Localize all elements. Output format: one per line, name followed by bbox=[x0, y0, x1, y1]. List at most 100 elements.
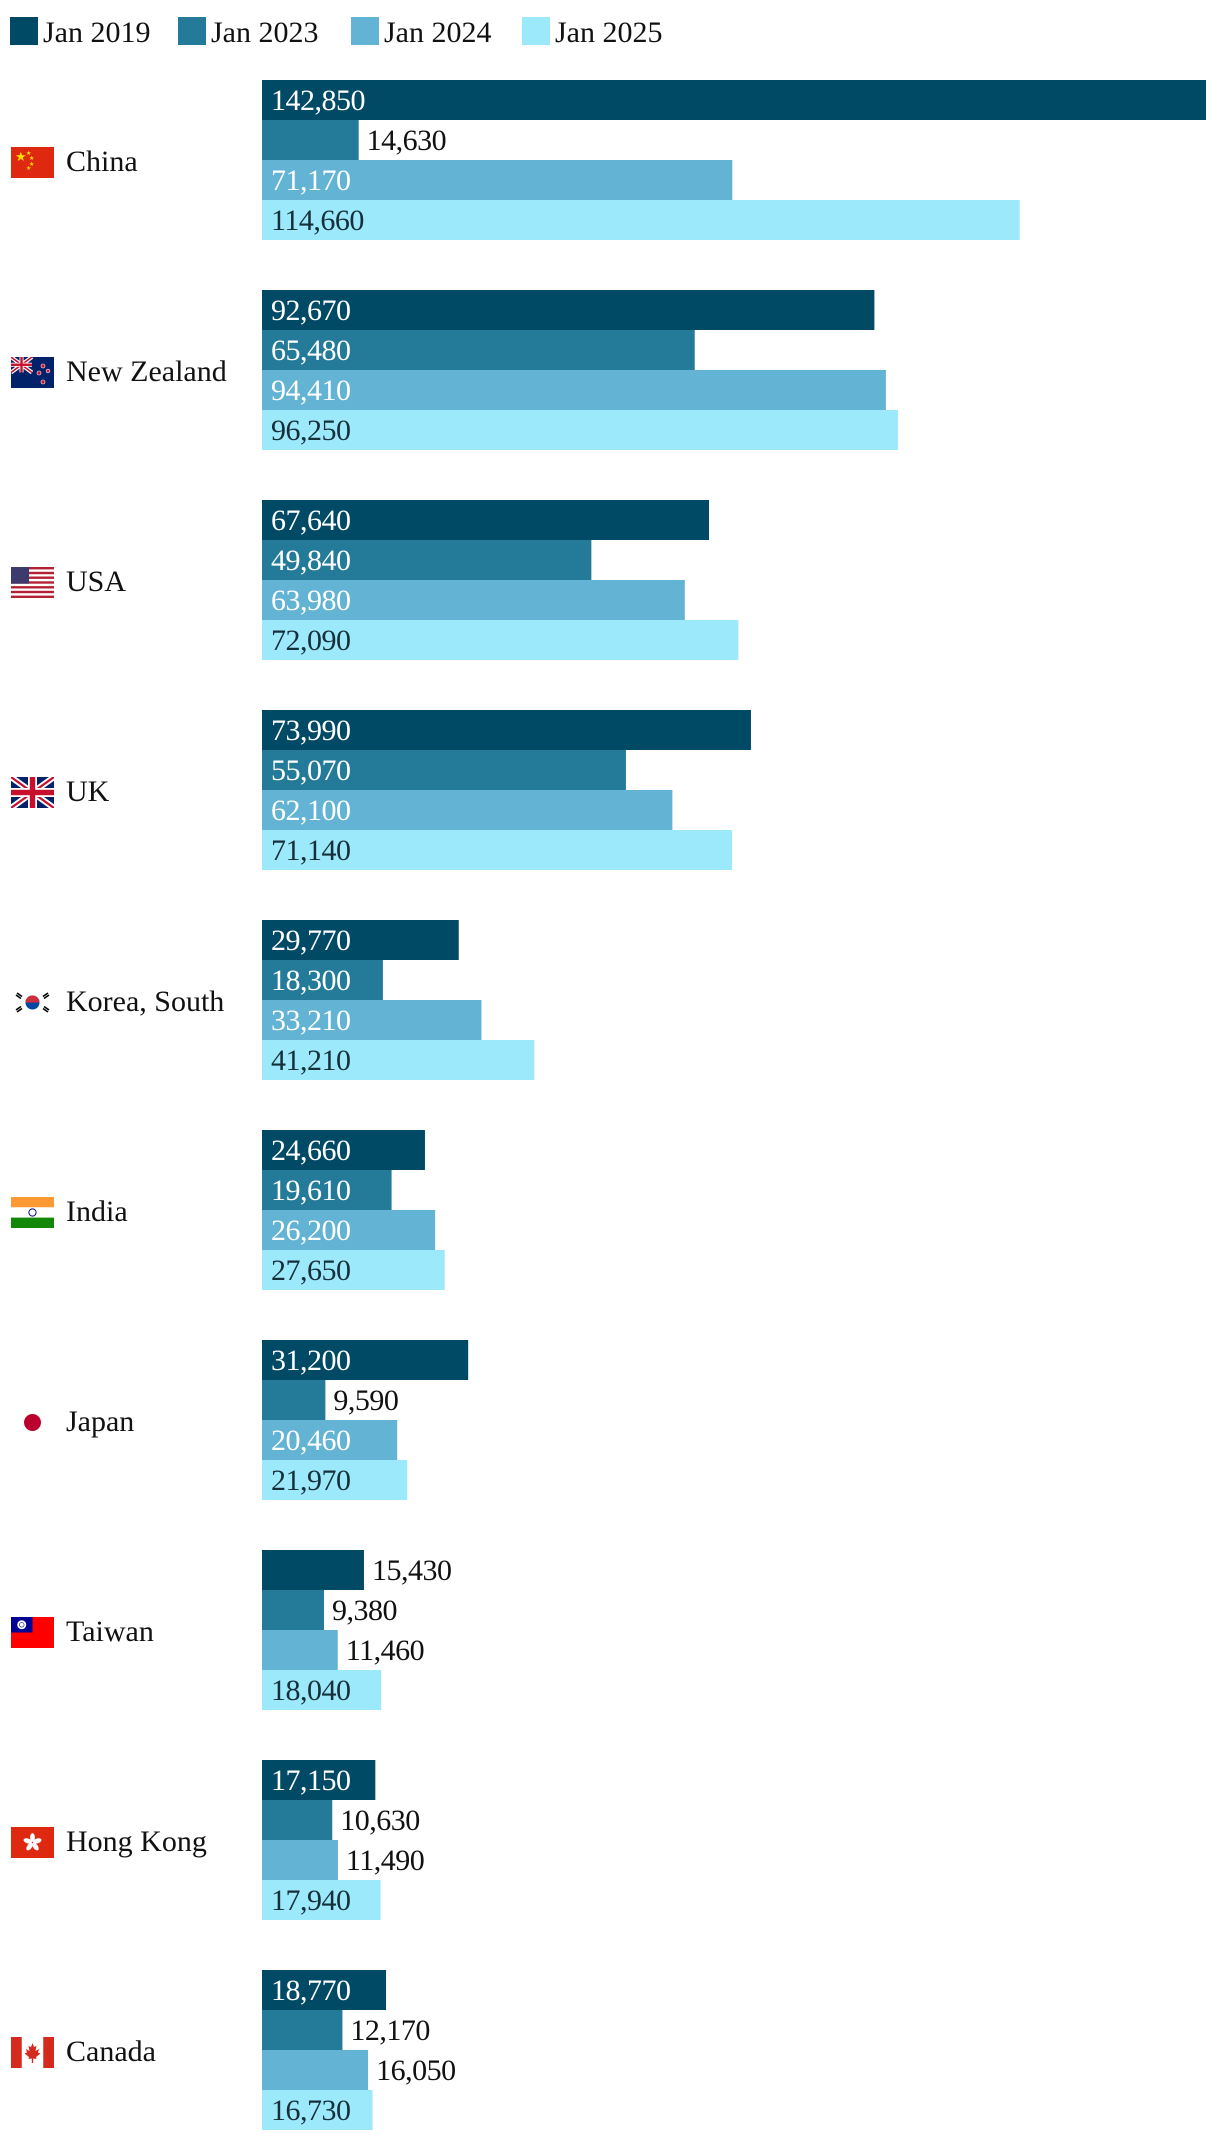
bar-uk-jan-2024 bbox=[262, 790, 673, 830]
bar-india-jan-2019 bbox=[262, 1130, 425, 1170]
bar-china-jan-2019 bbox=[262, 80, 1206, 120]
bar-korea-south-jan-2024 bbox=[262, 1000, 482, 1040]
bar-label-uk-jan-2019: 73,990 bbox=[271, 714, 351, 747]
category-group-uk: UK 73,990 55,070 62,100 71,140 bbox=[66, 710, 751, 870]
bar-usa-jan-2024 bbox=[262, 580, 685, 620]
bar-label-china-jan-2024: 71,170 bbox=[271, 164, 351, 197]
legend-label-jan-2024: Jan 2024 bbox=[384, 16, 492, 49]
hong-kong-flag-icon bbox=[11, 1827, 54, 1858]
bar-canada-jan-2025 bbox=[262, 2090, 373, 2130]
bar-usa-jan-2023 bbox=[262, 540, 592, 580]
usa-flag-icon bbox=[11, 567, 54, 598]
svg-text:★: ★ bbox=[26, 150, 31, 157]
bar-label-india-jan-2023: 19,610 bbox=[271, 1174, 351, 1207]
bar-india-jan-2023 bbox=[262, 1170, 392, 1210]
legend-label-jan-2025: Jan 2025 bbox=[555, 16, 663, 49]
bar-label-new-zealand-jan-2024: 94,410 bbox=[271, 374, 351, 407]
bar-label-japan-jan-2019: 31,200 bbox=[271, 1344, 351, 1377]
bar-uk-jan-2019 bbox=[262, 710, 751, 750]
bar-label-korea-south-jan-2019: 29,770 bbox=[271, 924, 351, 957]
bar-label-new-zealand-jan-2023: 65,480 bbox=[271, 334, 351, 367]
category-label-taiwan: Taiwan bbox=[66, 1615, 154, 1648]
legend-swatch-jan-2019 bbox=[10, 17, 38, 45]
bar-label-korea-south-jan-2023: 18,300 bbox=[271, 964, 351, 997]
bar-india-jan-2024 bbox=[262, 1210, 436, 1250]
svg-text:★: ★ bbox=[29, 155, 34, 162]
bar-label-canada-jan-2025: 16,730 bbox=[271, 2094, 351, 2127]
bar-china-jan-2025 bbox=[262, 200, 1020, 240]
bar-label-korea-south-jan-2025: 41,210 bbox=[271, 1044, 351, 1077]
bar-label-new-zealand-jan-2019: 92,670 bbox=[271, 294, 351, 327]
bar-label-japan-jan-2025: 21,970 bbox=[271, 1464, 351, 1497]
bar-hong-kong-jan-2023 bbox=[262, 1800, 333, 1840]
bar-label-uk-jan-2025: 71,140 bbox=[271, 834, 351, 867]
category-group-japan: Japan 31,200 9,590 20,460 21,970 bbox=[66, 1340, 469, 1500]
bar-label-usa-jan-2025: 72,090 bbox=[271, 624, 351, 657]
bar-japan-jan-2024 bbox=[262, 1420, 398, 1460]
chart-legend: Jan 2019 Jan 2023 Jan 2024 Jan 2025 bbox=[10, 16, 663, 49]
bar-label-canada-jan-2019: 18,770 bbox=[271, 1974, 351, 2007]
bar-taiwan-jan-2024 bbox=[262, 1630, 338, 1670]
bar-label-hong-kong-jan-2019: 17,150 bbox=[271, 1764, 351, 1797]
bar-label-korea-south-jan-2024: 33,210 bbox=[271, 1004, 351, 1037]
bar-label-canada-jan-2023: 12,170 bbox=[350, 2014, 430, 2047]
legend-label-jan-2023: Jan 2023 bbox=[211, 16, 319, 49]
legend-swatch-jan-2024 bbox=[351, 17, 379, 45]
bar-new-zealand-jan-2019 bbox=[262, 290, 875, 330]
category-group-new-zealand: New Zealand 92,670 65,480 94,410 96,250 bbox=[66, 290, 899, 450]
bar-label-hong-kong-jan-2024: 11,490 bbox=[346, 1844, 424, 1877]
category-group-india: India 24,660 19,610 26,200 27,650 bbox=[66, 1130, 445, 1290]
svg-text:★: ★ bbox=[15, 150, 27, 165]
bar-japan-jan-2025 bbox=[262, 1460, 408, 1500]
bar-label-hong-kong-jan-2025: 17,940 bbox=[271, 1884, 351, 1917]
bar-label-china-jan-2025: 114,660 bbox=[271, 204, 364, 237]
taiwan-flag-icon bbox=[11, 1617, 54, 1648]
bar-label-uk-jan-2023: 55,070 bbox=[271, 754, 351, 787]
bar-label-taiwan-jan-2023: 9,380 bbox=[332, 1594, 397, 1627]
category-group-korea-south: Korea, South 29,770 18,300 33,210 41,210 bbox=[66, 920, 535, 1080]
bar-taiwan-jan-2019 bbox=[262, 1550, 364, 1590]
bar-china-jan-2023 bbox=[262, 120, 359, 160]
bar-korea-south-jan-2019 bbox=[262, 920, 459, 960]
bar-korea-south-jan-2023 bbox=[262, 960, 383, 1000]
bar-label-taiwan-jan-2025: 18,040 bbox=[271, 1674, 351, 1707]
category-label-hong-kong: Hong Kong bbox=[66, 1825, 207, 1858]
bar-hong-kong-jan-2024 bbox=[262, 1840, 338, 1880]
bar-label-china-jan-2023: 14,630 bbox=[367, 124, 447, 157]
category-group-hong-kong: Hong Kong 17,150 10,630 11,490 17,940 bbox=[66, 1760, 425, 1920]
bar-uk-jan-2023 bbox=[262, 750, 626, 790]
bar-uk-jan-2025 bbox=[262, 830, 733, 870]
bar-label-usa-jan-2024: 63,980 bbox=[271, 584, 351, 617]
bar-label-india-jan-2024: 26,200 bbox=[271, 1214, 351, 1247]
bar-japan-jan-2023 bbox=[262, 1380, 326, 1420]
bar-label-canada-jan-2024: 16,050 bbox=[376, 2054, 456, 2087]
svg-text:★: ★ bbox=[29, 161, 34, 168]
legend-swatch-jan-2025 bbox=[522, 17, 550, 45]
bar-new-zealand-jan-2025 bbox=[262, 410, 899, 450]
bar-canada-jan-2023 bbox=[262, 2010, 343, 2050]
bar-label-india-jan-2019: 24,660 bbox=[271, 1134, 351, 1167]
category-group-canada: Canada 18,770 12,170 16,050 16,730 bbox=[66, 1970, 456, 2130]
bar-label-new-zealand-jan-2025: 96,250 bbox=[271, 414, 351, 447]
new-zealand-flag-icon bbox=[11, 357, 54, 388]
bar-label-usa-jan-2023: 49,840 bbox=[271, 544, 351, 577]
bar-label-japan-jan-2023: 9,590 bbox=[333, 1384, 398, 1417]
bar-canada-jan-2024 bbox=[262, 2050, 369, 2090]
category-label-india: India bbox=[66, 1195, 128, 1228]
india-flag-icon bbox=[11, 1197, 54, 1228]
bar-new-zealand-jan-2024 bbox=[262, 370, 886, 410]
category-group-taiwan: Taiwan 15,430 9,380 11,460 18,040 bbox=[66, 1550, 452, 1710]
category-group-usa: USA 67,640 49,840 63,980 72,090 bbox=[66, 500, 739, 660]
bar-new-zealand-jan-2023 bbox=[262, 330, 695, 370]
bar-canada-jan-2019 bbox=[262, 1970, 387, 2010]
category-label-new-zealand: New Zealand bbox=[66, 355, 227, 388]
bar-label-india-jan-2025: 27,650 bbox=[271, 1254, 351, 1287]
bar-label-china-jan-2019: 142,850 bbox=[271, 84, 365, 117]
bar-usa-jan-2025 bbox=[262, 620, 739, 660]
bar-china-jan-2024 bbox=[262, 160, 733, 200]
china-flag-icon: ★ ★ ★ ★ ★ bbox=[11, 147, 54, 178]
category-label-japan: Japan bbox=[66, 1405, 134, 1438]
category-label-usa: USA bbox=[66, 565, 126, 598]
canada-flag-icon bbox=[11, 2037, 54, 2068]
